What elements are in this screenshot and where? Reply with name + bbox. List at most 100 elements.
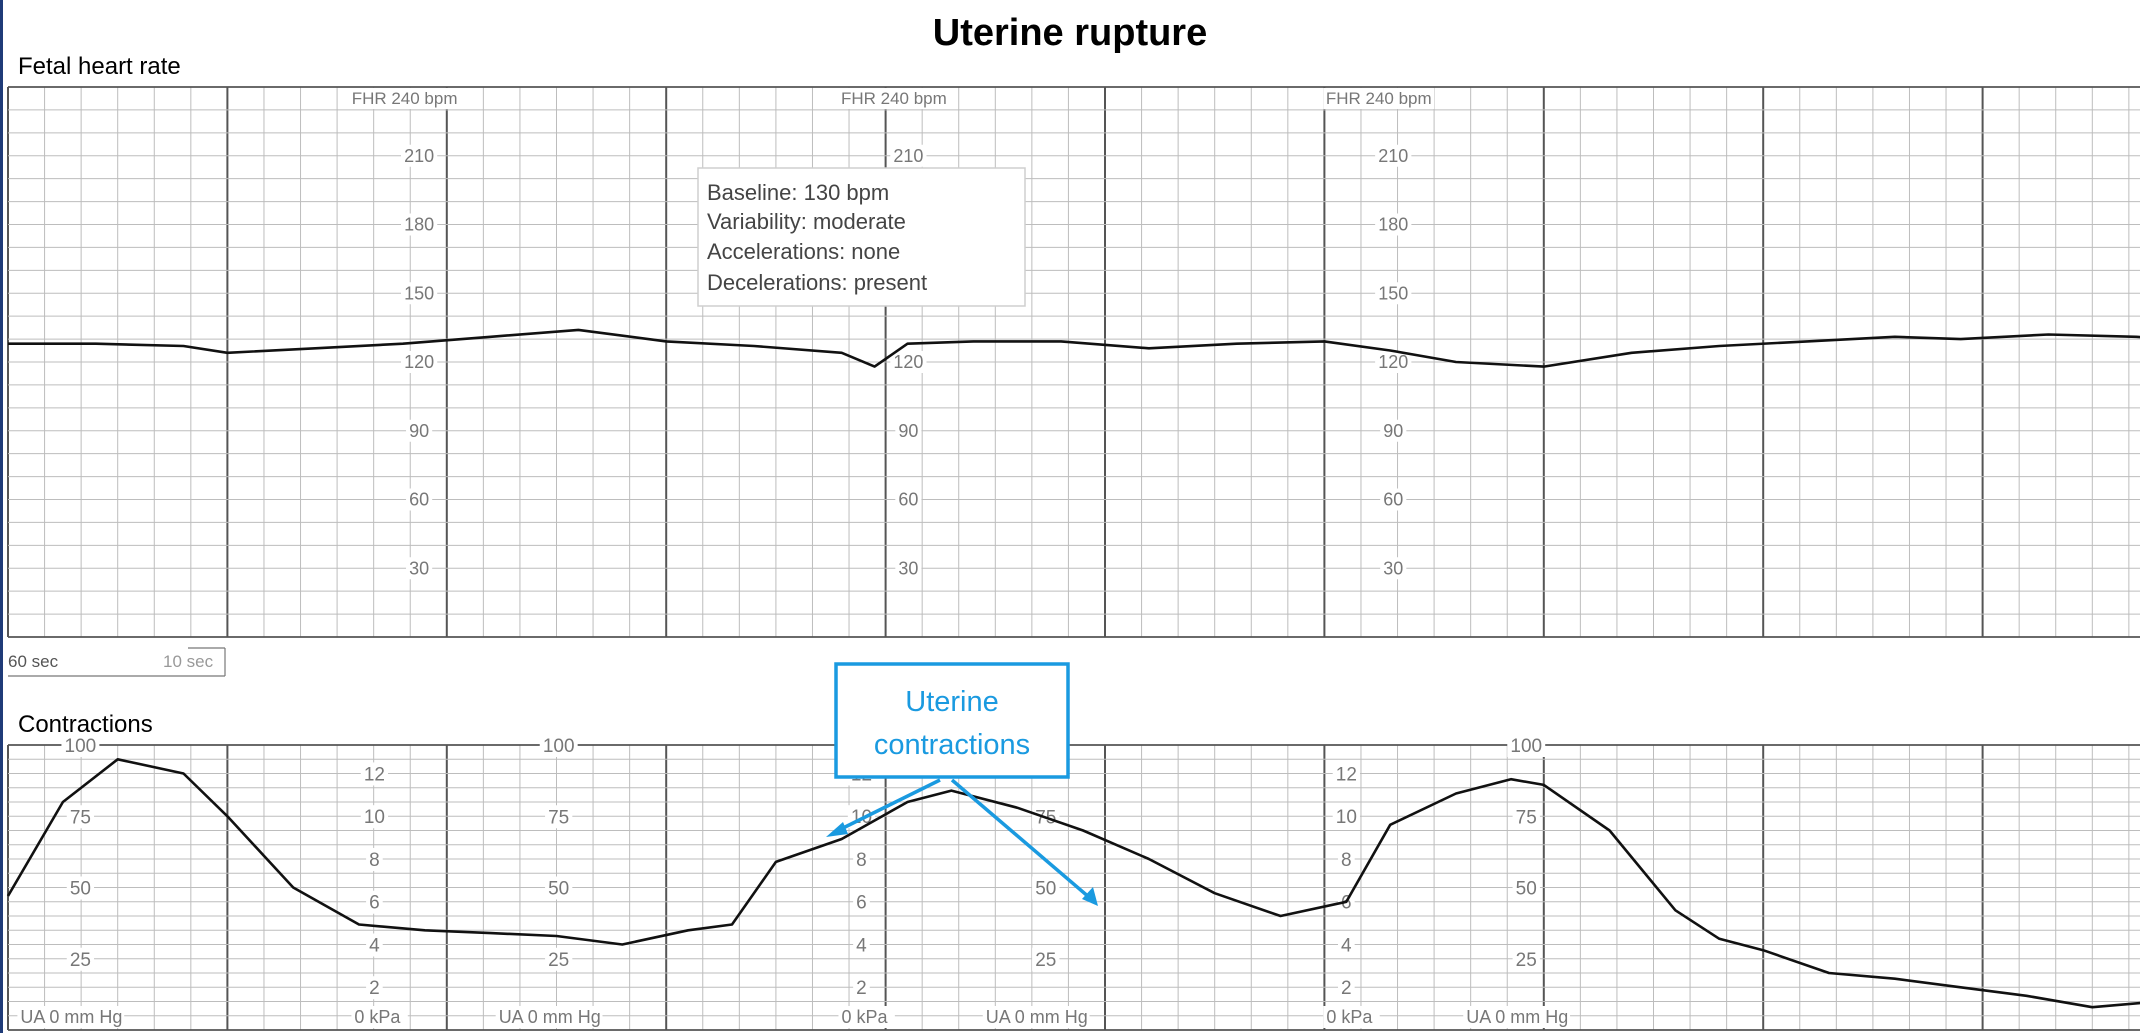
- fhr-tick-label: 150: [1378, 283, 1408, 303]
- ua-kpa-tick: 6: [856, 893, 867, 914]
- fhr-tick-label: 150: [404, 283, 434, 303]
- fhr-axis-title-bg: [349, 88, 460, 109]
- ua-grid: [7, 744, 2140, 1031]
- ua-mmhg-tick-bg: [1512, 947, 1540, 971]
- ua-kpa-tick: 10: [364, 807, 385, 828]
- callout-arrowhead-right: [1082, 887, 1098, 906]
- ua-kpa-tick-bg: [366, 976, 383, 1000]
- fhr-tick-label: 90: [409, 421, 429, 441]
- ua-kpa-tick-bg: [1338, 976, 1355, 1000]
- fhr-axis-title: FHR 240 bpm: [841, 89, 947, 108]
- ua-mmhg-tick-bg: [545, 805, 573, 829]
- info-box-frame: [697, 167, 1026, 307]
- ua-mmhg-tick: 25: [1035, 950, 1056, 971]
- ua-mmhg-tick: 25: [70, 950, 91, 971]
- fhr-tick-label: 60: [898, 490, 918, 510]
- ua-kpa-tick: 8: [369, 850, 380, 871]
- fhr-tick-label-bg: [1380, 557, 1407, 580]
- left-edge-stripe: [0, 0, 3, 1033]
- ua-mmhg-tick: 25: [548, 950, 569, 971]
- ua-mmhg-tick-bg: [545, 876, 573, 900]
- time-scale-major: 60 sec: [8, 652, 59, 671]
- fhr-axis-title: FHR 240 bpm: [1326, 89, 1432, 108]
- ua-trace-line: [6, 758, 2140, 1009]
- fhr-tick-label-bg: [895, 557, 922, 580]
- ua-kpa-tick: 2: [856, 978, 867, 999]
- fhr-trace-line: [8, 328, 2140, 368]
- ua-kpa-tick-bg: [366, 847, 383, 871]
- fhr-tick-label-bg: [406, 419, 433, 442]
- ua-baseline-mmhg-bg: [982, 1006, 1090, 1028]
- ua-kpa-tick-bg: [1338, 847, 1355, 871]
- ua-mmhg-tick-bg: [66, 947, 95, 971]
- ua-baseline-kpa-bg: [838, 1006, 895, 1028]
- ua-baseline-kpa: 0 kPa: [1326, 1007, 1373, 1027]
- ua-baseline-mmhg: UA 0 mm Hg: [499, 1007, 601, 1027]
- ua-baseline-mmhg: UA 0 mm Hg: [20, 1007, 122, 1027]
- callout-arrowhead-left: [826, 822, 848, 837]
- ua-kpa-tick: 12: [364, 764, 385, 785]
- fhr-tick-label: 90: [1383, 421, 1403, 441]
- fhr-panel-label: Fetal heart rate: [18, 53, 181, 80]
- ua-baseline-kpa: 0 kPa: [841, 1007, 888, 1027]
- ua-baseline-mmhg: UA 0 mm Hg: [986, 1007, 1088, 1027]
- fhr-axis-title-bg: [838, 88, 950, 109]
- ua-mmhg-tick: 75: [70, 807, 91, 828]
- ua-kpa-tick-bg: [1332, 805, 1360, 829]
- ua-mmhg-tick-bg: [1032, 876, 1060, 900]
- fhr-tick-label-bg: [1375, 144, 1412, 167]
- time-scale: 60 sec 10 sec: [8, 647, 226, 677]
- ua-mmhg-tick-bg: [1512, 876, 1540, 900]
- ua-kpa-tick: 4: [369, 935, 380, 956]
- ua-baseline-mmhg-bg: [1463, 1006, 1571, 1028]
- ua-mmhg-tick-bg: [1507, 734, 1546, 757]
- fhr-tick-label-bg: [895, 488, 922, 511]
- fhr-tick-label-bg: [895, 419, 922, 442]
- ua-baseline-mmhg-bg: [17, 1006, 125, 1028]
- fhr-tick-label-bg: [400, 351, 438, 373]
- ua-baseline-kpa: 0 kPa: [354, 1007, 401, 1027]
- callout-line2: contractions: [874, 729, 1030, 761]
- ua-mmhg-tick-bg: [61, 734, 100, 757]
- fhr-tick-label: 210: [893, 146, 923, 166]
- ua-mmhg-tick: 75: [548, 807, 569, 828]
- ua-kpa-tick: 2: [369, 978, 380, 999]
- fhr-tick-label-bg: [400, 282, 438, 305]
- ua-kpa-tick: 6: [1341, 893, 1352, 914]
- ua-mmhg-tick: 50: [548, 879, 569, 900]
- callout-arrow-right: [950, 778, 1092, 900]
- fhr-tick-label-bg: [1380, 419, 1407, 442]
- ua-mmhg-tick: 75: [1516, 807, 1537, 828]
- ua-kpa-tick-bg: [853, 890, 870, 914]
- ua-kpa-tick-bg: [853, 933, 870, 957]
- ua-mmhg-tick-bg: [66, 876, 95, 900]
- fhr-tick-label-bg: [406, 557, 433, 580]
- fhr-tick-label-bg: [890, 351, 927, 373]
- fhr-tick-label: 30: [409, 558, 429, 578]
- ua-kpa-tick-bg: [360, 805, 389, 829]
- ua-mmhg-tick: 25: [1516, 950, 1537, 971]
- ua-mmhg-tick: 100: [65, 736, 97, 757]
- ua-mmhg-tick-bg: [1512, 805, 1540, 829]
- ua-mmhg-tick-bg: [1032, 947, 1060, 971]
- fhr-tick-label-bg: [1375, 282, 1412, 305]
- fhr-tick-label: 120: [1378, 352, 1408, 372]
- fhr-axis-title-bg: [1323, 88, 1435, 109]
- ua-mmhg-tick: 50: [1035, 879, 1056, 900]
- fhr-axis-title: FHR 240 bpm: [352, 89, 458, 108]
- fhr-tick-label-bg: [400, 144, 438, 167]
- ua-kpa-tick-bg: [853, 847, 870, 871]
- info-variability: Variability: moderate: [707, 209, 906, 234]
- ua-kpa-tick: 6: [369, 893, 380, 914]
- ua-mmhg-tick-bg: [66, 805, 95, 829]
- ua-tick-labels: 100 75 50 25 UA 0 mm Hg 100 75 50 25 UA 0 mm Hg 10…: [17, 734, 1571, 1028]
- fhr-tick-label-bg: [400, 213, 438, 236]
- ua-mmhg-tick: 100: [1510, 736, 1542, 757]
- figure-title: Uterine rupture: [933, 12, 1207, 54]
- ua-kpa-tick-bg: [853, 976, 870, 1000]
- fhr-tick-label: 60: [1383, 490, 1403, 510]
- fhr-grid: [7, 86, 2140, 638]
- ua-mmhg-tick: 100: [543, 736, 575, 757]
